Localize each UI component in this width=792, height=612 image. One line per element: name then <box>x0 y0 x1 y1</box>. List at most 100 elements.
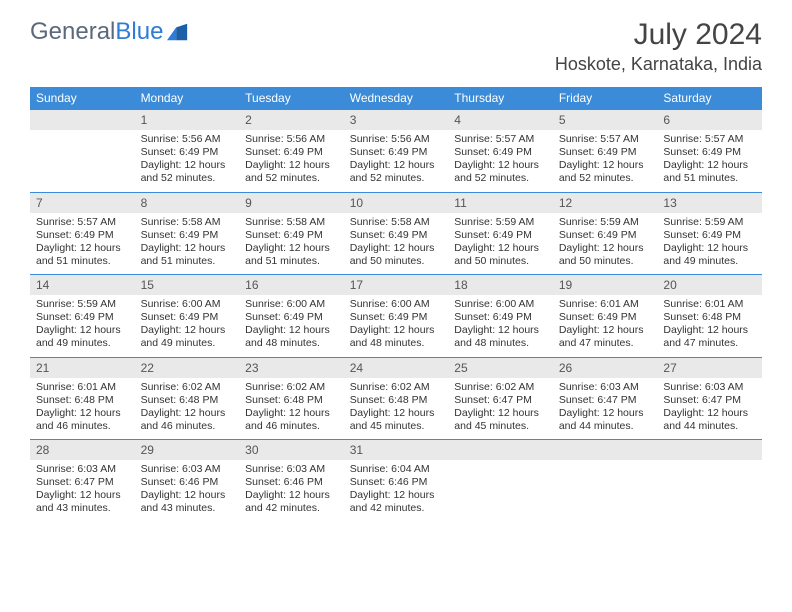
daylight-text: and 47 minutes. <box>663 337 756 350</box>
daylight-text: Daylight: 12 hours <box>36 324 129 337</box>
sunset-text: Sunset: 6:49 PM <box>245 311 338 324</box>
day-number: 11 <box>448 193 553 213</box>
day-cell: Sunrise: 6:03 AMSunset: 6:46 PMDaylight:… <box>239 460 344 522</box>
daylight-text: Daylight: 12 hours <box>245 489 338 502</box>
daylight-text: and 52 minutes. <box>559 172 652 185</box>
day-cell: Sunrise: 5:56 AMSunset: 6:49 PMDaylight:… <box>344 130 449 192</box>
day-number: 10 <box>344 193 449 213</box>
daylight-text: Daylight: 12 hours <box>559 242 652 255</box>
day-cell: Sunrise: 6:01 AMSunset: 6:48 PMDaylight:… <box>30 378 135 440</box>
sunrise-text: Sunrise: 5:59 AM <box>559 216 652 229</box>
daynum-row: 21222324252627 <box>30 358 762 378</box>
sunrise-text: Sunrise: 6:03 AM <box>36 463 129 476</box>
sunset-text: Sunset: 6:49 PM <box>36 311 129 324</box>
sunrise-text: Sunrise: 5:57 AM <box>559 133 652 146</box>
sunset-text: Sunset: 6:49 PM <box>245 229 338 242</box>
day-cell: Sunrise: 6:02 AMSunset: 6:48 PMDaylight:… <box>239 378 344 440</box>
daynum-row: 28293031 <box>30 440 762 460</box>
sunrise-text: Sunrise: 6:02 AM <box>141 381 234 394</box>
day-number <box>30 110 135 130</box>
day-cell <box>30 130 135 192</box>
day-cell <box>553 460 658 522</box>
day-number: 16 <box>239 275 344 295</box>
sunset-text: Sunset: 6:49 PM <box>454 146 547 159</box>
sunset-text: Sunset: 6:47 PM <box>36 476 129 489</box>
sunset-text: Sunset: 6:49 PM <box>663 229 756 242</box>
dow-friday: Friday <box>553 87 658 109</box>
daylight-text: and 51 minutes. <box>245 255 338 268</box>
day-of-week-row: Sunday Monday Tuesday Wednesday Thursday… <box>30 87 762 109</box>
sunset-text: Sunset: 6:46 PM <box>350 476 443 489</box>
day-number: 6 <box>657 110 762 130</box>
day-number <box>657 440 762 460</box>
sunrise-text: Sunrise: 6:02 AM <box>350 381 443 394</box>
brand-name: GeneralBlue <box>30 18 163 46</box>
day-number: 23 <box>239 358 344 378</box>
day-cell: Sunrise: 6:00 AMSunset: 6:49 PMDaylight:… <box>448 295 553 357</box>
daylight-text: and 49 minutes. <box>141 337 234 350</box>
day-number: 8 <box>135 193 240 213</box>
sunset-text: Sunset: 6:49 PM <box>141 311 234 324</box>
title-block: July 2024 Hoskote, Karnataka, India <box>555 18 762 75</box>
daylight-text: Daylight: 12 hours <box>36 407 129 420</box>
day-cell: Sunrise: 6:03 AMSunset: 6:46 PMDaylight:… <box>135 460 240 522</box>
daylight-text: and 48 minutes. <box>350 337 443 350</box>
dow-thursday: Thursday <box>448 87 553 109</box>
dow-monday: Monday <box>135 87 240 109</box>
sunset-text: Sunset: 6:49 PM <box>350 311 443 324</box>
header: GeneralBlue July 2024 Hoskote, Karnataka… <box>0 0 792 81</box>
sunset-text: Sunset: 6:49 PM <box>141 146 234 159</box>
day-number <box>553 440 658 460</box>
sunset-text: Sunset: 6:46 PM <box>245 476 338 489</box>
daylight-text: and 52 minutes. <box>454 172 547 185</box>
sunrise-text: Sunrise: 5:59 AM <box>36 298 129 311</box>
week-row: 28293031Sunrise: 6:03 AMSunset: 6:47 PMD… <box>30 439 762 522</box>
day-cell: Sunrise: 6:02 AMSunset: 6:47 PMDaylight:… <box>448 378 553 440</box>
day-number: 7 <box>30 193 135 213</box>
day-number: 26 <box>553 358 658 378</box>
day-cell: Sunrise: 5:59 AMSunset: 6:49 PMDaylight:… <box>657 213 762 275</box>
daylight-text: and 49 minutes. <box>36 337 129 350</box>
brand-mark-icon <box>167 23 189 41</box>
sunset-text: Sunset: 6:49 PM <box>454 229 547 242</box>
sunrise-text: Sunrise: 5:56 AM <box>350 133 443 146</box>
sunset-text: Sunset: 6:49 PM <box>559 311 652 324</box>
daylight-text: Daylight: 12 hours <box>141 324 234 337</box>
brand-prefix: General <box>30 18 115 45</box>
day-cell: Sunrise: 5:58 AMSunset: 6:49 PMDaylight:… <box>239 213 344 275</box>
sunrise-text: Sunrise: 5:57 AM <box>663 133 756 146</box>
day-number: 29 <box>135 440 240 460</box>
sunrise-text: Sunrise: 5:59 AM <box>454 216 547 229</box>
sunset-text: Sunset: 6:49 PM <box>454 311 547 324</box>
daylight-text: and 44 minutes. <box>559 420 652 433</box>
month-title: July 2024 <box>555 18 762 52</box>
day-cell: Sunrise: 5:59 AMSunset: 6:49 PMDaylight:… <box>30 295 135 357</box>
day-number: 24 <box>344 358 449 378</box>
daylight-text: and 52 minutes. <box>141 172 234 185</box>
day-number: 27 <box>657 358 762 378</box>
day-cell <box>657 460 762 522</box>
sunset-text: Sunset: 6:49 PM <box>559 146 652 159</box>
day-cell: Sunrise: 6:00 AMSunset: 6:49 PMDaylight:… <box>344 295 449 357</box>
daylight-text: and 44 minutes. <box>663 420 756 433</box>
day-number: 18 <box>448 275 553 295</box>
daylight-text: and 52 minutes. <box>245 172 338 185</box>
dow-tuesday: Tuesday <box>239 87 344 109</box>
daylight-text: Daylight: 12 hours <box>141 242 234 255</box>
dow-sunday: Sunday <box>30 87 135 109</box>
daylight-text: Daylight: 12 hours <box>559 159 652 172</box>
day-cell: Sunrise: 6:03 AMSunset: 6:47 PMDaylight:… <box>30 460 135 522</box>
sunrise-text: Sunrise: 5:59 AM <box>663 216 756 229</box>
sunrise-text: Sunrise: 5:56 AM <box>141 133 234 146</box>
day-cell: Sunrise: 6:03 AMSunset: 6:47 PMDaylight:… <box>553 378 658 440</box>
daylight-text: Daylight: 12 hours <box>36 489 129 502</box>
daylight-text: Daylight: 12 hours <box>350 407 443 420</box>
day-number: 13 <box>657 193 762 213</box>
sunset-text: Sunset: 6:48 PM <box>36 394 129 407</box>
day-number: 12 <box>553 193 658 213</box>
daylight-text: and 45 minutes. <box>350 420 443 433</box>
daylight-text: and 43 minutes. <box>36 502 129 515</box>
sunrise-text: Sunrise: 6:00 AM <box>245 298 338 311</box>
daylight-text: Daylight: 12 hours <box>454 159 547 172</box>
daylight-text: and 47 minutes. <box>559 337 652 350</box>
